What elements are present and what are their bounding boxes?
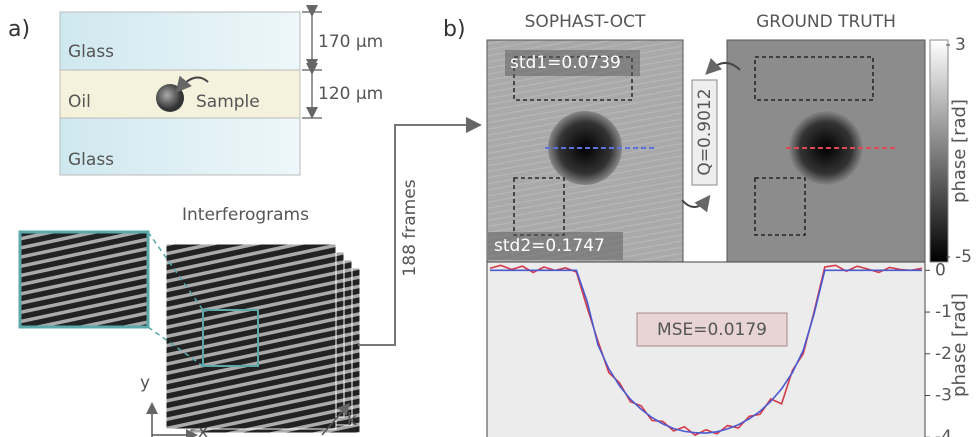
thickness-label: 170 µm [318, 32, 383, 52]
axis-arrow [146, 402, 350, 437]
q-label: Q=0.9012 [695, 88, 715, 175]
y-tick-label: -4 [935, 427, 952, 437]
mse-label: MSE=0.0179 [657, 320, 767, 340]
layer-label: Oil [68, 92, 91, 112]
y-axis-label: phase [rad] [949, 293, 970, 397]
rect [513, 177, 565, 236]
y-tick-label: -1 [935, 302, 952, 322]
rect [754, 56, 874, 101]
glass-layer [59, 117, 301, 176]
q-box [691, 79, 718, 186]
sample-arrow [175, 75, 209, 94]
axis-label: y [140, 373, 150, 393]
profile-curve [490, 269, 922, 434]
axis-label: k [347, 410, 357, 430]
glass-layer [59, 11, 301, 71]
line [321, 402, 350, 436]
profile-plot [486, 261, 926, 437]
colorbar [929, 39, 949, 263]
profile-curve [489, 264, 923, 437]
std-label: std2=0.1747 [494, 236, 605, 256]
rect [754, 177, 806, 236]
sample-label: Sample [196, 92, 260, 112]
line [147, 231, 204, 311]
flow-arrow [358, 117, 482, 346]
zoom-line [147, 231, 204, 367]
layer-label: Glass [68, 42, 114, 62]
colorbar-tick-label: -5 [955, 247, 972, 267]
zoom-inset [18, 230, 150, 329]
thickness-label: 120 µm [318, 84, 383, 104]
rect [202, 309, 259, 367]
colorbar-tick-label: 3 [955, 35, 966, 55]
colorbar-label: phase [rad] [949, 99, 970, 203]
axis-label: x [198, 422, 208, 437]
image-title: SOPHAST-OCT [525, 12, 646, 32]
layer-label: Glass [68, 150, 114, 170]
annotation-box [636, 312, 788, 347]
y-tick-label: -2 [935, 344, 952, 364]
dimension [302, 5, 322, 119]
interferogram-stack [165, 243, 361, 434]
arrow-label: 188 frames [400, 179, 420, 276]
rect [165, 243, 337, 430]
std-label: std1=0.0739 [510, 53, 621, 73]
label-bg [505, 50, 640, 76]
image-title: GROUND TRUTH [756, 12, 896, 32]
y-tick-label: 0 [935, 260, 946, 280]
y-tick-label: -3 [935, 386, 952, 406]
label-bg [488, 232, 623, 260]
stack-title: Interferograms [182, 205, 309, 225]
line [147, 326, 204, 367]
q-arrow [705, 57, 741, 75]
q-arrow [681, 194, 711, 213]
panel-label: a) [8, 17, 30, 42]
panel-label: b) [443, 17, 466, 42]
